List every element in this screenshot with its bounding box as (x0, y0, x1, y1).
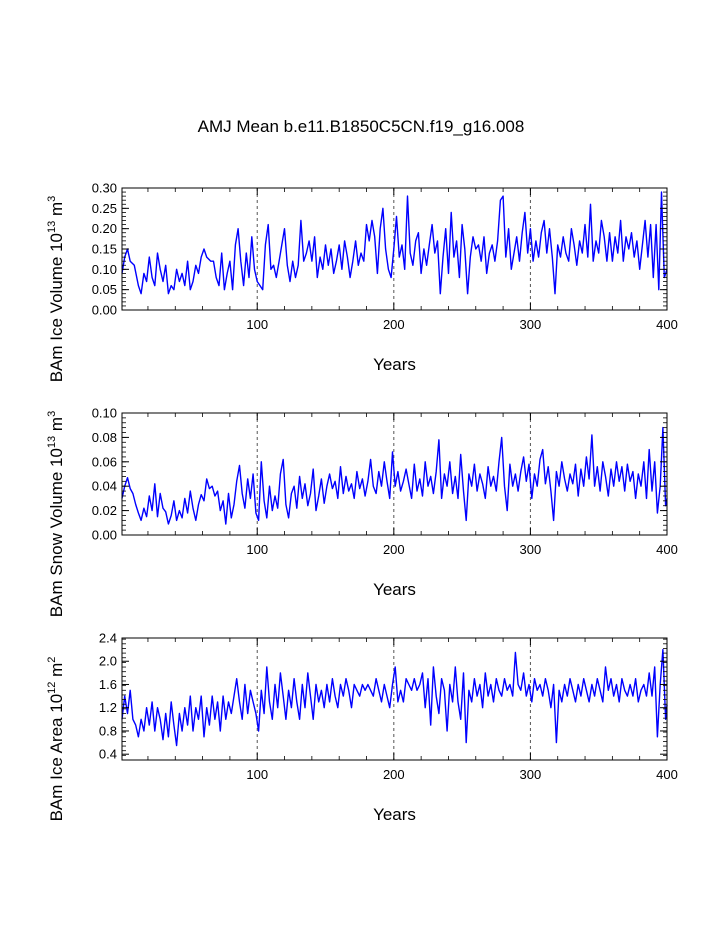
y-tick-label: 0.10 (92, 406, 117, 421)
y-axis-title-exponent: 12 (46, 682, 58, 694)
y-tick-label: 0.00 (92, 303, 117, 318)
x-tick-label: 400 (656, 542, 678, 557)
panel-2: 100 200 300 400 0.00 0.02 0.04 0.06 0.08 0.10 Year… (46, 406, 678, 618)
y-axis-title-exponent: 13 (46, 221, 58, 233)
y-axis-title: BAm Ice Area 1012 m2 (46, 657, 66, 822)
y-tick-label: 0.8 (99, 723, 117, 738)
x-tick-label: 300 (520, 317, 542, 332)
y-axis-title-text: m (47, 417, 66, 436)
plot-frame (121, 412, 668, 536)
panel-1: 100 200 300 400 0.00 0.05 0.10 0.15 0.20 0.25 0.30… (46, 181, 678, 383)
y-tick-label: 2.4 (99, 631, 117, 646)
series-line-1 (121, 426, 668, 525)
x-tick-label: 300 (520, 767, 542, 782)
x-tick-label: 400 (656, 317, 678, 332)
x-tick-label: 200 (383, 767, 405, 782)
x-tick-label: 100 (246, 542, 268, 557)
plot-frame (121, 637, 668, 761)
y-tick-label: 0.15 (92, 242, 117, 257)
series-line-1 (121, 648, 668, 747)
x-tick-label: 300 (520, 542, 542, 557)
y-axis-title-exponent: 3 (46, 411, 58, 417)
x-tick-label: 100 (246, 317, 268, 332)
y-tick-label: 1.6 (99, 677, 117, 692)
y-axis-title: BAm Snow Volume 1013 m3 (46, 411, 66, 617)
y-tick-label: 0.05 (92, 282, 117, 297)
x-axis-title: Years (373, 580, 416, 599)
y-tick-label: 0.04 (92, 479, 117, 494)
y-tick-label: 0.10 (92, 262, 117, 277)
y-tick-label: 0.06 (92, 454, 117, 469)
y-axis-title-text: BAm Snow Volume 10 (47, 448, 66, 617)
y-axis-title-text: m (47, 202, 66, 221)
y-axis-title-exponent: 2 (46, 657, 58, 663)
y-tick-label: 0.00 (92, 528, 117, 543)
x-tick-label: 100 (246, 767, 268, 782)
y-axis-title-text: BAm Ice Volume 10 (47, 233, 66, 382)
y-tick-label: 0.25 (92, 201, 117, 216)
y-tick-label: 0.08 (92, 430, 117, 445)
x-tick-label: 200 (383, 317, 405, 332)
y-tick-label: 1.2 (99, 700, 117, 715)
panel-3: 100 200 300 400 0.4 0.8 1.2 1.6 2.0 2.4 Years BAm I… (46, 631, 678, 825)
y-tick-label: 0.30 (92, 181, 117, 196)
figure-title: AMJ Mean b.e11.B1850C5CN.f19_g16.008 (198, 117, 525, 136)
y-axis-title-text: BAm Ice Area 10 (47, 694, 66, 822)
y-axis-title-text: m (47, 663, 66, 682)
x-tick-label: 400 (656, 767, 678, 782)
y-tick-label: 2.0 (99, 654, 117, 669)
y-tick-label: 0.20 (92, 221, 117, 236)
x-tick-label: 200 (383, 542, 405, 557)
y-axis-title-exponent: 3 (46, 196, 58, 202)
x-axis-title: Years (373, 805, 416, 824)
y-axis-title: BAm Ice Volume 1013 m3 (46, 196, 66, 383)
panels-container: 100 200 300 400 0.00 0.05 0.10 0.15 0.20 0.25 0.30… (46, 181, 678, 825)
series-line-1 (121, 191, 668, 295)
y-axis-title-exponent: 13 (46, 436, 58, 448)
y-tick-label: 0.02 (92, 503, 117, 518)
y-tick-label: 0.4 (99, 747, 117, 762)
x-axis-title: Years (373, 355, 416, 374)
